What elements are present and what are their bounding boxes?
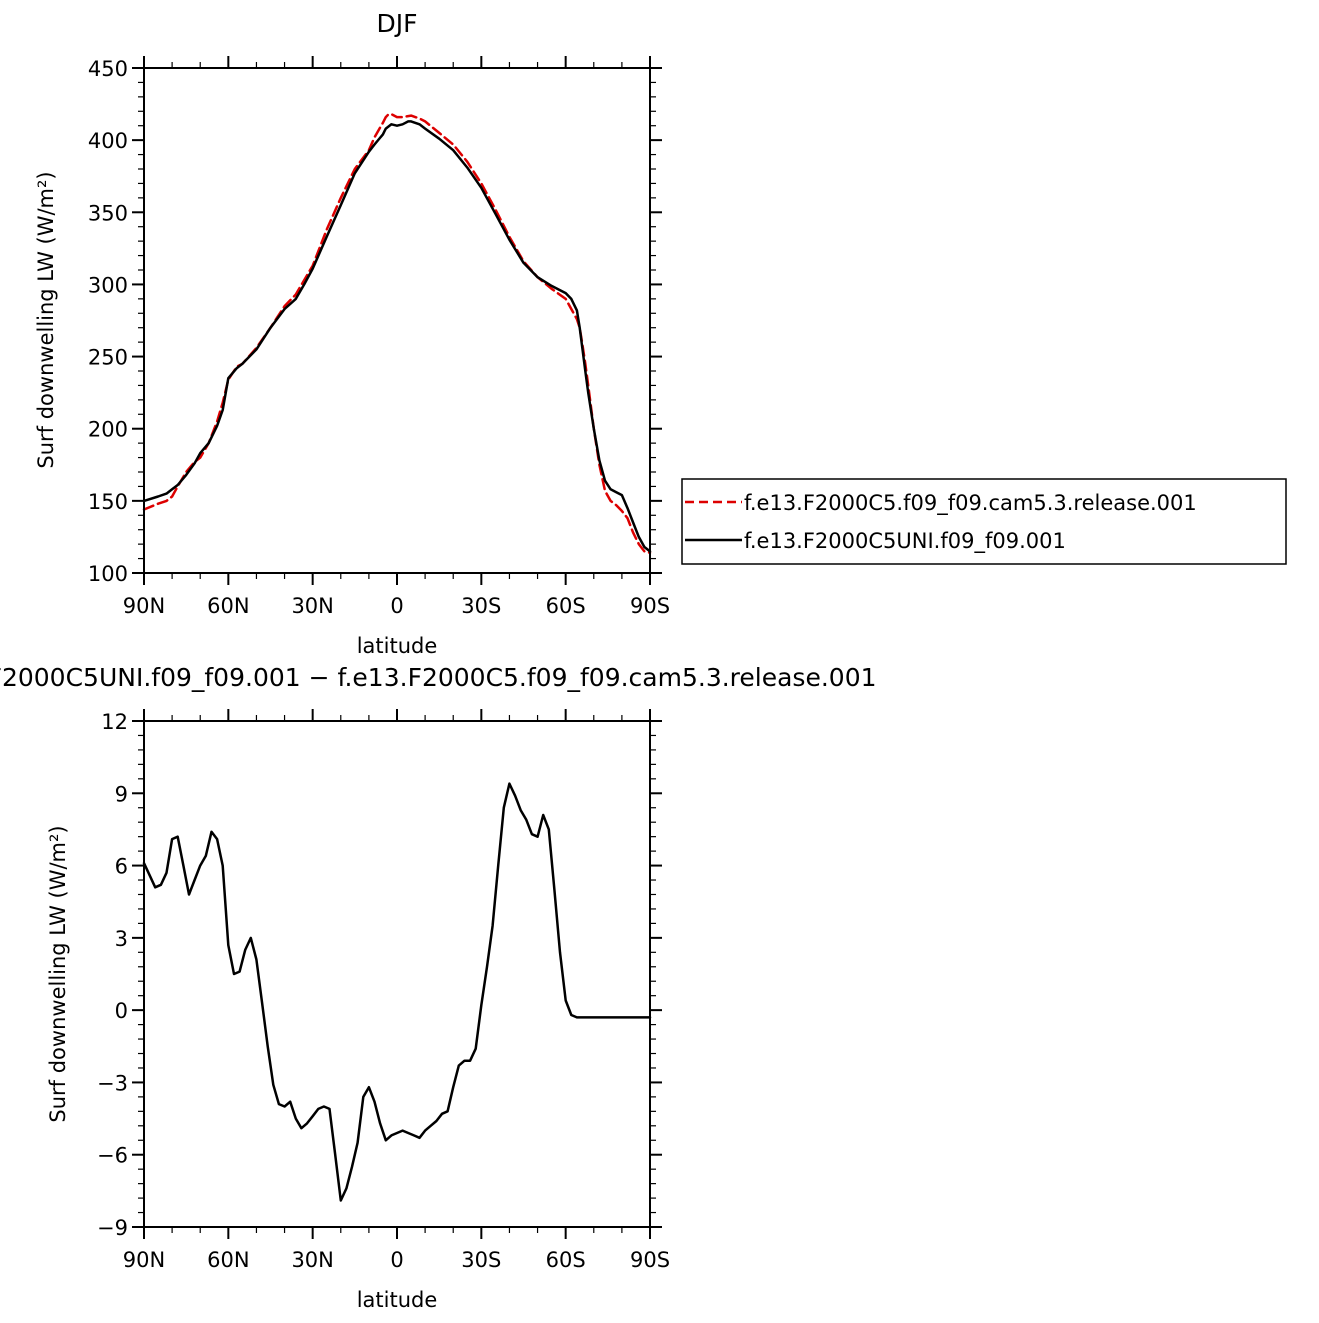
- bottom-x-tick-label: 90N: [123, 1248, 165, 1272]
- top-panel: DJF 450 400 350 300 250 200 150 100 90N 60N 30N 0 30…: [34, 9, 670, 658]
- bottom-y-tick-label: −6: [97, 1144, 128, 1168]
- top-y-axis-label: Surf downwelling LW (W/m²): [34, 171, 58, 468]
- bottom-y-tick-label: −3: [97, 1071, 128, 1095]
- bottom-y-tick-label: 9: [115, 782, 128, 806]
- bottom-panel-title: f.e13.F2000C5UNI.f09_f09.001 − f.e13.F20…: [0, 663, 876, 692]
- top-series-line-control: [142, 112, 652, 555]
- bottom-y-tick-label: 6: [115, 855, 128, 879]
- top-x-tick-label: 60N: [207, 594, 249, 618]
- top-x-tick-label: 90N: [123, 594, 165, 618]
- top-y-tick-label: 350: [88, 201, 128, 225]
- top-x-tick-label: 30S: [461, 594, 501, 618]
- bottom-y-tick-label: 12: [101, 710, 128, 734]
- top-x-tick-label: 90S: [630, 594, 670, 618]
- bottom-plot-frame: [143, 720, 651, 1228]
- bottom-y-tick-label: −9: [97, 1216, 128, 1240]
- bottom-x-tick-label: 30N: [291, 1248, 333, 1272]
- bottom-x-axis-label: latitude: [357, 1288, 438, 1312]
- legend: f.e13.F2000C5.f09_f09.cam5.3.release.001…: [681, 478, 1287, 565]
- bottom-x-tick-label: 60N: [207, 1248, 249, 1272]
- bottom-series-line-difference: [142, 782, 652, 1202]
- top-x-axis-label: latitude: [357, 634, 438, 658]
- top-y-tick-label: 100: [88, 562, 128, 586]
- top-plot-frame: [143, 67, 651, 574]
- bottom-y-tick-label: 3: [115, 927, 128, 951]
- legend-box: [681, 478, 1287, 565]
- bottom-panel: f.e13.F2000C5UNI.f09_f09.001 − f.e13.F20…: [0, 663, 876, 1312]
- bottom-x-tick-label: 30S: [461, 1248, 501, 1272]
- bottom-y-tick-label: 0: [115, 999, 128, 1023]
- top-y-tick-label: 250: [88, 346, 128, 370]
- top-x-tick-label: 30N: [291, 594, 333, 618]
- legend-label-control: f.e13.F2000C5.f09_f09.cam5.3.release.001: [744, 491, 1197, 516]
- legend-label-experiment: f.e13.F2000C5UNI.f09_f09.001: [744, 529, 1066, 554]
- top-x-tick-label: 0: [390, 594, 403, 618]
- top-panel-title: DJF: [376, 9, 417, 38]
- top-y-tick-label: 450: [88, 57, 128, 81]
- top-y-tick-label: 400: [88, 129, 128, 153]
- bottom-y-axis-label: Surf downwelling LW (W/m²): [46, 825, 70, 1122]
- bottom-x-tick-label: 90S: [630, 1248, 670, 1272]
- top-y-tick-label: 300: [88, 273, 128, 297]
- top-y-tick-label: 150: [88, 490, 128, 514]
- top-series-line-experiment: [142, 120, 652, 553]
- bottom-x-tick-label: 60S: [546, 1248, 586, 1272]
- bottom-x-tick-label: 0: [390, 1248, 403, 1272]
- top-y-tick-label: 200: [88, 418, 128, 442]
- top-x-tick-label: 60S: [546, 594, 586, 618]
